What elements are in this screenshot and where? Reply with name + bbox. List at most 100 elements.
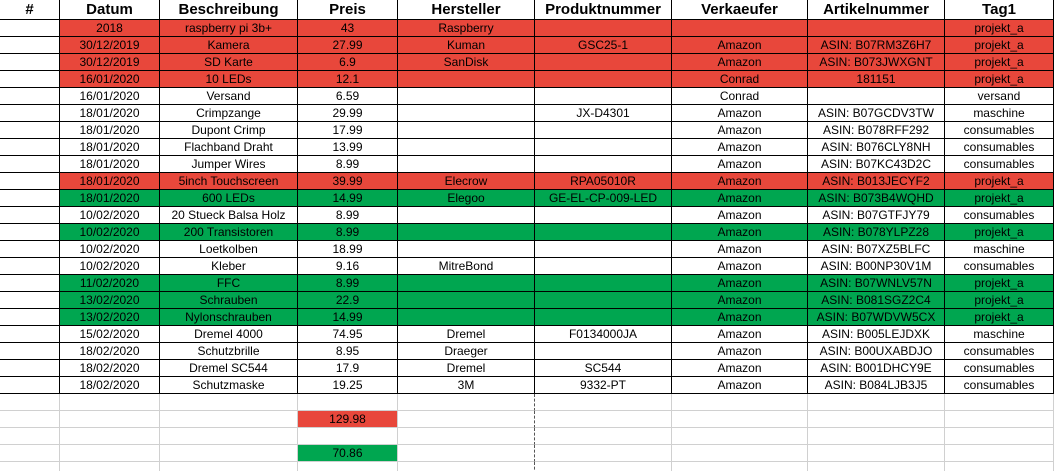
cell: maschine	[945, 105, 1054, 122]
cell: Amazon	[672, 309, 808, 326]
column-header: #	[0, 0, 60, 20]
cell: 18/01/2020	[60, 173, 160, 190]
column-header: Hersteller	[398, 0, 535, 20]
empty-cell	[298, 394, 398, 411]
cell: 10/02/2020	[60, 241, 160, 258]
cell: ASIN: B00UXABDJO	[808, 343, 945, 360]
cell: SC544	[535, 360, 672, 377]
row-number-cell	[0, 20, 60, 37]
empty-cell	[808, 411, 945, 428]
cell	[535, 275, 672, 292]
cell: Versand	[160, 88, 298, 105]
empty-cell	[672, 445, 808, 462]
row-number-cell	[0, 173, 60, 190]
cell: Amazon	[672, 105, 808, 122]
cell: ASIN: B001DHCY9E	[808, 360, 945, 377]
cell: 8.95	[298, 343, 398, 360]
cell: 18/01/2020	[60, 105, 160, 122]
cell: JX-D4301	[535, 105, 672, 122]
empty-cell	[160, 445, 298, 462]
column-header: Preis	[298, 0, 398, 20]
cell	[535, 54, 672, 71]
column-header: Tag1	[945, 0, 1054, 20]
cell: projekt_a	[945, 37, 1054, 54]
cell	[535, 241, 672, 258]
cell: 600 LEDs	[160, 190, 298, 207]
cell: ASIN: B078RFF292	[808, 122, 945, 139]
cell: 18/01/2020	[60, 156, 160, 173]
empty-cell	[672, 462, 808, 471]
cell	[398, 275, 535, 292]
cell	[535, 156, 672, 173]
cell: consumables	[945, 258, 1054, 275]
cell: projekt_a	[945, 173, 1054, 190]
empty-cell	[672, 411, 808, 428]
cell: projekt_a	[945, 190, 1054, 207]
cell: RPA05010R	[535, 173, 672, 190]
empty-cell	[398, 411, 535, 428]
cell: ASIN: B07GTFJY79	[808, 207, 945, 224]
cell: 5inch Touchscreen	[160, 173, 298, 190]
empty-cell	[160, 462, 298, 471]
cell: ASIN: B07WNLV57N	[808, 275, 945, 292]
cell: 18/02/2020	[60, 343, 160, 360]
cell: Amazon	[672, 326, 808, 343]
cell: FFC	[160, 275, 298, 292]
cell: 18/01/2020	[60, 122, 160, 139]
cell: Nylonschrauben	[160, 309, 298, 326]
cell	[535, 292, 672, 309]
cell: projekt_a	[945, 20, 1054, 37]
cell	[398, 122, 535, 139]
cell	[535, 139, 672, 156]
cell: 27.99	[298, 37, 398, 54]
cell: ASIN: B013JECYF2	[808, 173, 945, 190]
empty-cell	[535, 462, 672, 471]
column-header: Artikelnummer	[808, 0, 945, 20]
cell: GSC25-1	[535, 37, 672, 54]
cell: consumables	[945, 122, 1054, 139]
row-number-cell	[0, 377, 60, 394]
row-number-cell	[0, 37, 60, 54]
cell: F0134000JA	[535, 326, 672, 343]
row-number-cell	[0, 139, 60, 156]
cell: raspberry pi 3b+	[160, 20, 298, 37]
cell: Conrad	[672, 88, 808, 105]
cell: GE-EL-CP-009-LED	[535, 190, 672, 207]
cell	[398, 241, 535, 258]
empty-cell	[535, 411, 672, 428]
cell: Amazon	[672, 37, 808, 54]
empty-cell	[945, 462, 1054, 471]
row-number-cell	[0, 54, 60, 71]
cell	[535, 309, 672, 326]
cell: consumables	[945, 139, 1054, 156]
cell: ASIN: B07GCDV3TW	[808, 105, 945, 122]
empty-cell	[945, 428, 1054, 445]
cell: Amazon	[672, 258, 808, 275]
row-number-cell	[0, 71, 60, 88]
cell	[535, 343, 672, 360]
row-number-cell	[0, 190, 60, 207]
cell: 19.25	[298, 377, 398, 394]
empty-cell	[60, 411, 160, 428]
cell: 8.99	[298, 224, 398, 241]
cell: 2018	[60, 20, 160, 37]
row-number-cell	[0, 309, 60, 326]
empty-cell	[945, 445, 1054, 462]
column-header: Produktnummer	[535, 0, 672, 20]
row-number-cell	[0, 207, 60, 224]
cell: Loetkolben	[160, 241, 298, 258]
empty-cell	[535, 428, 672, 445]
total-cell: 70.86	[298, 445, 398, 462]
cell: 8.99	[298, 207, 398, 224]
cell: 29.99	[298, 105, 398, 122]
cell: Flachband Draht	[160, 139, 298, 156]
cell: ASIN: B073B4WQHD	[808, 190, 945, 207]
cell: 20 Stueck Balsa Holz	[160, 207, 298, 224]
column-header: Datum	[60, 0, 160, 20]
cell: Kuman	[398, 37, 535, 54]
cell: Amazon	[672, 292, 808, 309]
empty-cell	[535, 394, 672, 411]
cell	[398, 309, 535, 326]
cell: ASIN: B081SGZ2C4	[808, 292, 945, 309]
cell: ASIN: B07RM3Z6H7	[808, 37, 945, 54]
